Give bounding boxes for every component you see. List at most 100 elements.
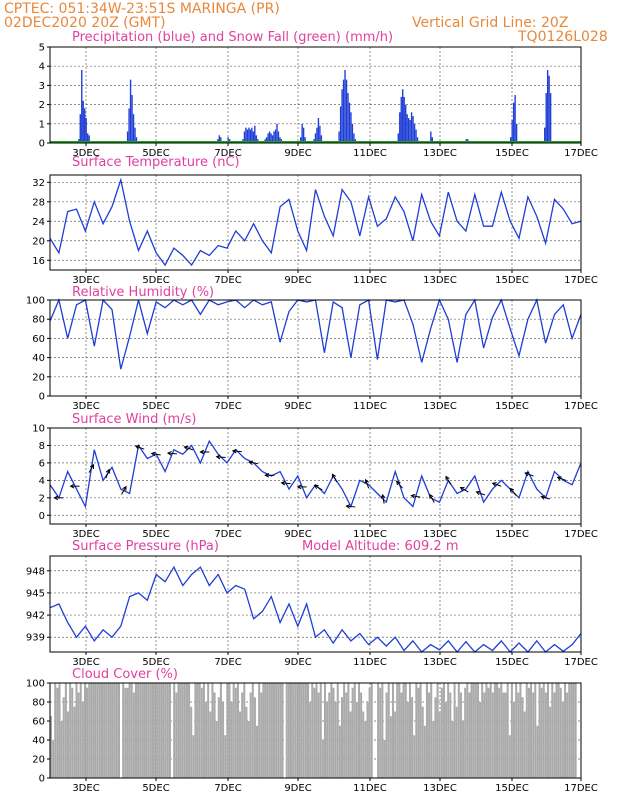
cloud-bar — [205, 702, 208, 778]
panel-title-pres: Surface Pressure (hPa) — [72, 539, 219, 554]
precip-bar — [549, 93, 552, 143]
cloud-bar — [538, 683, 541, 778]
cloud-bar — [440, 687, 443, 778]
wind-arrow — [380, 493, 386, 504]
ytick-label: 10 — [32, 424, 45, 435]
precip-bar — [544, 127, 546, 143]
xtick-label: 5DEC — [142, 783, 169, 794]
cloud-bar — [103, 683, 106, 778]
precip-bar — [251, 127, 253, 143]
precip-bar — [314, 133, 317, 143]
precip-bar — [339, 106, 342, 143]
wind-arrow-shaft — [184, 446, 194, 451]
cloud-bar — [353, 683, 356, 778]
cloud-bar — [83, 683, 87, 778]
cloud-bar — [292, 683, 295, 778]
cloud-bar — [398, 683, 401, 778]
cloud-bar — [62, 697, 65, 778]
wind-arrow-shaft — [249, 461, 259, 465]
cloud-bar — [149, 683, 152, 778]
precip-bar — [249, 129, 252, 143]
cloud-bar — [66, 711, 70, 778]
cloud-bar — [126, 687, 129, 778]
precip-bar — [129, 79, 132, 143]
precip-bar — [515, 123, 518, 143]
cloud-bar — [105, 683, 108, 778]
wind-series-line — [49, 439, 582, 509]
wind-arrow-head — [199, 449, 205, 455]
cloud-bar — [517, 692, 520, 778]
xtick-label: 15DEC — [495, 529, 529, 540]
wind-arrow — [491, 482, 502, 487]
cloud-bar — [498, 687, 501, 778]
cloud-bar — [285, 683, 288, 778]
cloud-bar — [90, 683, 93, 778]
cloud-bar — [273, 683, 276, 778]
cloud-bar — [302, 683, 305, 778]
wind-arrow-shaft — [105, 469, 110, 479]
cloud-bar — [434, 697, 437, 778]
cloud-bar — [457, 683, 460, 778]
pres-series-line — [49, 565, 582, 654]
cloud-bar — [75, 683, 78, 778]
precip-bar — [252, 131, 255, 143]
cloud-bar — [349, 711, 352, 778]
cloud-bar — [557, 683, 560, 778]
wind-arrow-shaft — [557, 476, 567, 481]
rh-series-line — [49, 297, 582, 370]
wind-arrow-head — [429, 493, 434, 499]
precip-bar — [409, 119, 411, 143]
ytick-label: 1 — [39, 119, 45, 130]
cloud-bar — [419, 683, 422, 778]
wind-arrow-shaft — [281, 482, 291, 485]
cloud-bar — [362, 711, 365, 778]
cloud-bar — [389, 716, 392, 778]
run-id: TQ0126L028 — [517, 29, 608, 45]
cloud-bar — [260, 692, 263, 778]
cloud-bar — [417, 687, 420, 778]
ytick-label: 16 — [32, 256, 45, 267]
cloud-bar — [213, 692, 216, 778]
precip-bar — [126, 131, 129, 143]
precip-bar — [85, 118, 87, 143]
cloud-bar — [128, 683, 131, 778]
cloud-bar — [513, 702, 516, 778]
wind-arrow-head — [183, 445, 189, 451]
wind-arrow-shaft — [135, 445, 145, 450]
cloud-bar — [387, 683, 390, 778]
cloud-bar — [368, 687, 371, 778]
cloud-bar — [200, 687, 203, 778]
cloud-bar — [330, 683, 333, 778]
cloud-bar — [332, 687, 335, 778]
xtick-label: 3DEC — [72, 529, 99, 540]
precip-bar — [271, 135, 274, 143]
ytick-label: 40 — [32, 736, 45, 747]
xtick-label: 7DEC — [214, 401, 241, 412]
wind-arrow-shaft — [232, 450, 242, 453]
wind-arrow — [396, 480, 403, 489]
ytick-label: 942 — [26, 611, 45, 622]
ytick-label: 8 — [39, 441, 45, 452]
precip-bar — [341, 89, 343, 143]
cloud-bar — [71, 687, 74, 778]
wind-arrow — [248, 460, 259, 466]
wind-arrow — [475, 490, 486, 496]
ytick-label: 40 — [32, 353, 45, 364]
cloud-bar — [219, 683, 222, 778]
wind-arrow-shaft — [216, 456, 226, 458]
cloud-bar — [523, 711, 526, 778]
precip-bar — [135, 137, 138, 143]
cloud-bar — [277, 683, 280, 778]
cloud-bar — [559, 687, 562, 778]
cloud-bar — [115, 683, 118, 778]
cloud-bar — [209, 711, 212, 778]
cloud-bar — [340, 697, 344, 778]
panel-title-cloud: Cloud Cover (%) — [72, 667, 178, 682]
cloud-bar — [69, 683, 72, 778]
cloud-bar — [77, 692, 80, 778]
wind-arrow-head — [313, 484, 319, 490]
precip-bar — [132, 114, 135, 143]
wind-arrow-shaft — [331, 474, 338, 483]
wind-arrow-shaft — [121, 486, 127, 495]
